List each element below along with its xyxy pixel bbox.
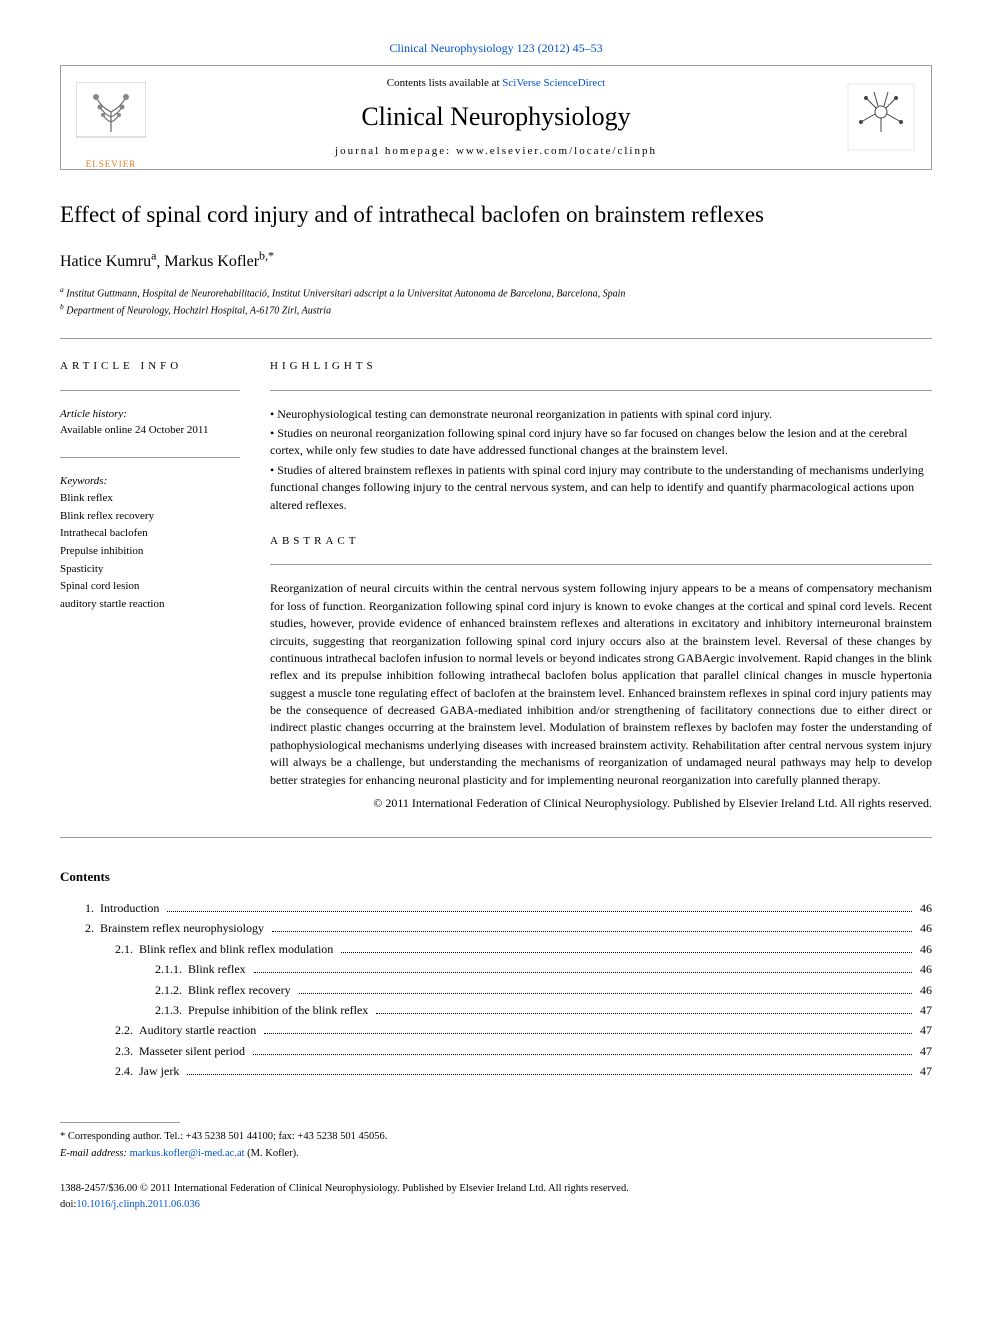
table-of-contents: 1. Introduction46 2. Brainstem reflex ne…	[60, 898, 932, 1082]
highlight-item: • Studies on neuronal reorganization fol…	[270, 425, 932, 460]
corr-text: Corresponding author. Tel.: +43 5238 501…	[68, 1131, 387, 1142]
keyword: Prepulse inhibition	[60, 543, 240, 561]
divider	[270, 564, 932, 565]
info-abstract-row: ARTICLE INFO Article history: Available …	[60, 359, 932, 812]
corr-mark: *	[60, 1131, 65, 1142]
keyword: Spasticity	[60, 561, 240, 579]
tree-icon	[76, 82, 146, 152]
author-1: Hatice Kumrua	[60, 253, 156, 270]
divider	[60, 457, 240, 458]
journal-ref-link[interactable]: Clinical Neurophysiology 123 (2012) 45–5…	[389, 41, 602, 55]
toc-row[interactable]: 1. Introduction46	[60, 898, 932, 918]
abstract-column: HIGHLIGHTS • Neurophysiological testing …	[270, 359, 932, 812]
abstract-copyright: © 2011 International Federation of Clini…	[270, 795, 932, 812]
keyword: Intrathecal baclofen	[60, 525, 240, 543]
homepage-url: www.elsevier.com/locate/clinph	[456, 145, 657, 157]
homepage-line: journal homepage: www.elsevier.com/locat…	[161, 144, 831, 159]
contents-prefix: Contents lists available at	[387, 77, 502, 89]
issn-copyright-line: 1388-2457/$36.00 © 2011 International Fe…	[60, 1182, 932, 1197]
divider	[60, 390, 240, 391]
homepage-prefix: journal homepage:	[335, 145, 456, 157]
toc-row[interactable]: 2.1. Blink reflex and blink reflex modul…	[60, 939, 932, 959]
authors-line: Hatice Kumrua, Markus Koflerb,*	[60, 248, 932, 274]
abstract-label: ABSTRACT	[270, 534, 932, 549]
doi-link[interactable]: 10.1016/j.clinph.2011.06.036	[76, 1199, 200, 1210]
elsevier-label: ELSEVIER	[76, 158, 146, 171]
keywords-label: Keywords:	[60, 473, 240, 491]
contents-heading: Contents	[60, 868, 932, 886]
contents-available-line: Contents lists available at SciVerse Sci…	[161, 76, 831, 91]
neuro-icon	[846, 82, 916, 152]
keyword: Spinal cord lesion	[60, 578, 240, 596]
highlights-list: • Neurophysiological testing can demonst…	[270, 406, 932, 514]
highlight-item: • Studies of altered brainstem reflexes …	[270, 462, 932, 514]
header-center: Contents lists available at SciVerse Sci…	[161, 76, 831, 159]
keywords-block: Keywords: Blink reflex Blink reflex reco…	[60, 473, 240, 614]
toc-row[interactable]: 2.4. Jaw jerk47	[60, 1061, 932, 1081]
doi-line: doi:10.1016/j.clinph.2011.06.036	[60, 1197, 932, 1213]
keyword: Blink reflex	[60, 490, 240, 508]
divider	[60, 837, 932, 838]
toc-row[interactable]: 2.1.1. Blink reflex46	[60, 959, 932, 979]
history-label: Article history:	[60, 406, 240, 423]
author-2: Markus Koflerb,*	[164, 253, 274, 270]
affiliations: a Institut Guttmann, Hospital de Neurore…	[60, 284, 932, 319]
journal-cover-icon	[846, 82, 916, 152]
email-suffix: (M. Kofler).	[247, 1148, 299, 1159]
corresponding-author: * Corresponding author. Tel.: +43 5238 5…	[60, 1129, 932, 1145]
email-line: E-mail address: markus.kofler@i-med.ac.a…	[60, 1146, 932, 1162]
keyword: Blink reflex recovery	[60, 508, 240, 526]
elsevier-logo: ELSEVIER	[76, 82, 146, 152]
email-label: E-mail address:	[60, 1148, 127, 1159]
history-text: Available online 24 October 2011	[60, 422, 240, 439]
footer: * Corresponding author. Tel.: +43 5238 5…	[60, 1122, 932, 1213]
email-link[interactable]: markus.kofler@i-med.ac.at	[130, 1148, 245, 1159]
article-title: Effect of spinal cord injury and of intr…	[60, 200, 932, 230]
toc-row[interactable]: 2.1.2. Blink reflex recovery46	[60, 980, 932, 1000]
sciencedirect-link[interactable]: SciVerse ScienceDirect	[502, 77, 605, 89]
toc-row[interactable]: 2. Brainstem reflex neurophysiology46	[60, 918, 932, 938]
toc-row[interactable]: 2.3. Masseter silent period47	[60, 1041, 932, 1061]
article-info-column: ARTICLE INFO Article history: Available …	[60, 359, 240, 812]
divider	[60, 338, 932, 339]
divider	[270, 390, 932, 391]
article-info-label: ARTICLE INFO	[60, 359, 240, 374]
journal-reference: Clinical Neurophysiology 123 (2012) 45–5…	[60, 40, 932, 57]
affiliation-b: b Department of Neurology, Hochzirl Hosp…	[60, 301, 932, 318]
footer-divider	[60, 1122, 180, 1123]
affiliation-a: a Institut Guttmann, Hospital de Neurore…	[60, 284, 932, 301]
article-history: Article history: Available online 24 Oct…	[60, 406, 240, 439]
toc-row[interactable]: 2.1.3. Prepulse inhibition of the blink …	[60, 1000, 932, 1020]
abstract-text: Reorganization of neural circuits within…	[270, 580, 932, 789]
highlights-label: HIGHLIGHTS	[270, 359, 932, 374]
journal-name: Clinical Neurophysiology	[161, 99, 831, 135]
doi-prefix: doi:	[60, 1199, 76, 1210]
journal-header-box: ELSEVIER Contents lists available at Sci…	[60, 65, 932, 170]
highlight-item: • Neurophysiological testing can demonst…	[270, 406, 932, 423]
keyword: auditory startle reaction	[60, 596, 240, 614]
toc-row[interactable]: 2.2. Auditory startle reaction47	[60, 1020, 932, 1040]
